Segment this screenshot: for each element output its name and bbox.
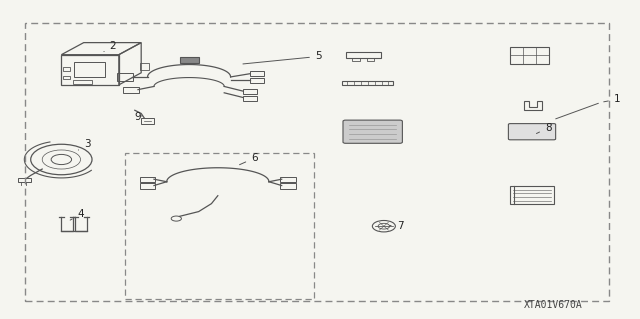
Bar (243, 89, 257, 94)
Bar (73, 80, 92, 84)
Bar (117, 73, 133, 81)
Bar (141, 118, 154, 124)
Bar (25, 23, 609, 301)
Bar (346, 51, 381, 58)
Bar (63, 76, 70, 79)
Bar (18, 178, 31, 182)
Bar (510, 47, 548, 64)
Bar (367, 58, 374, 61)
Bar (140, 63, 149, 70)
Bar (74, 62, 105, 77)
Text: 5: 5 (243, 51, 321, 64)
Text: 6: 6 (239, 153, 258, 165)
Text: 3: 3 (78, 139, 90, 150)
Bar (342, 81, 394, 85)
Bar (124, 87, 140, 93)
Bar (125, 153, 314, 299)
Bar (250, 78, 264, 83)
Bar (352, 58, 360, 61)
Bar (179, 57, 198, 63)
Bar (280, 177, 296, 182)
Text: XTA01V670A: XTA01V670A (524, 300, 583, 310)
Text: 9: 9 (135, 112, 143, 122)
FancyBboxPatch shape (343, 120, 403, 143)
Bar (250, 71, 264, 76)
Text: 4: 4 (70, 209, 84, 220)
Bar (280, 183, 296, 189)
Bar (63, 67, 70, 70)
Text: 8: 8 (536, 123, 552, 134)
Bar (140, 177, 156, 182)
FancyBboxPatch shape (508, 123, 556, 140)
Bar (510, 187, 554, 204)
Bar (243, 96, 257, 101)
Text: 2: 2 (104, 41, 116, 52)
Text: 7: 7 (390, 221, 403, 231)
Text: 1: 1 (604, 94, 620, 104)
Bar (140, 183, 156, 189)
